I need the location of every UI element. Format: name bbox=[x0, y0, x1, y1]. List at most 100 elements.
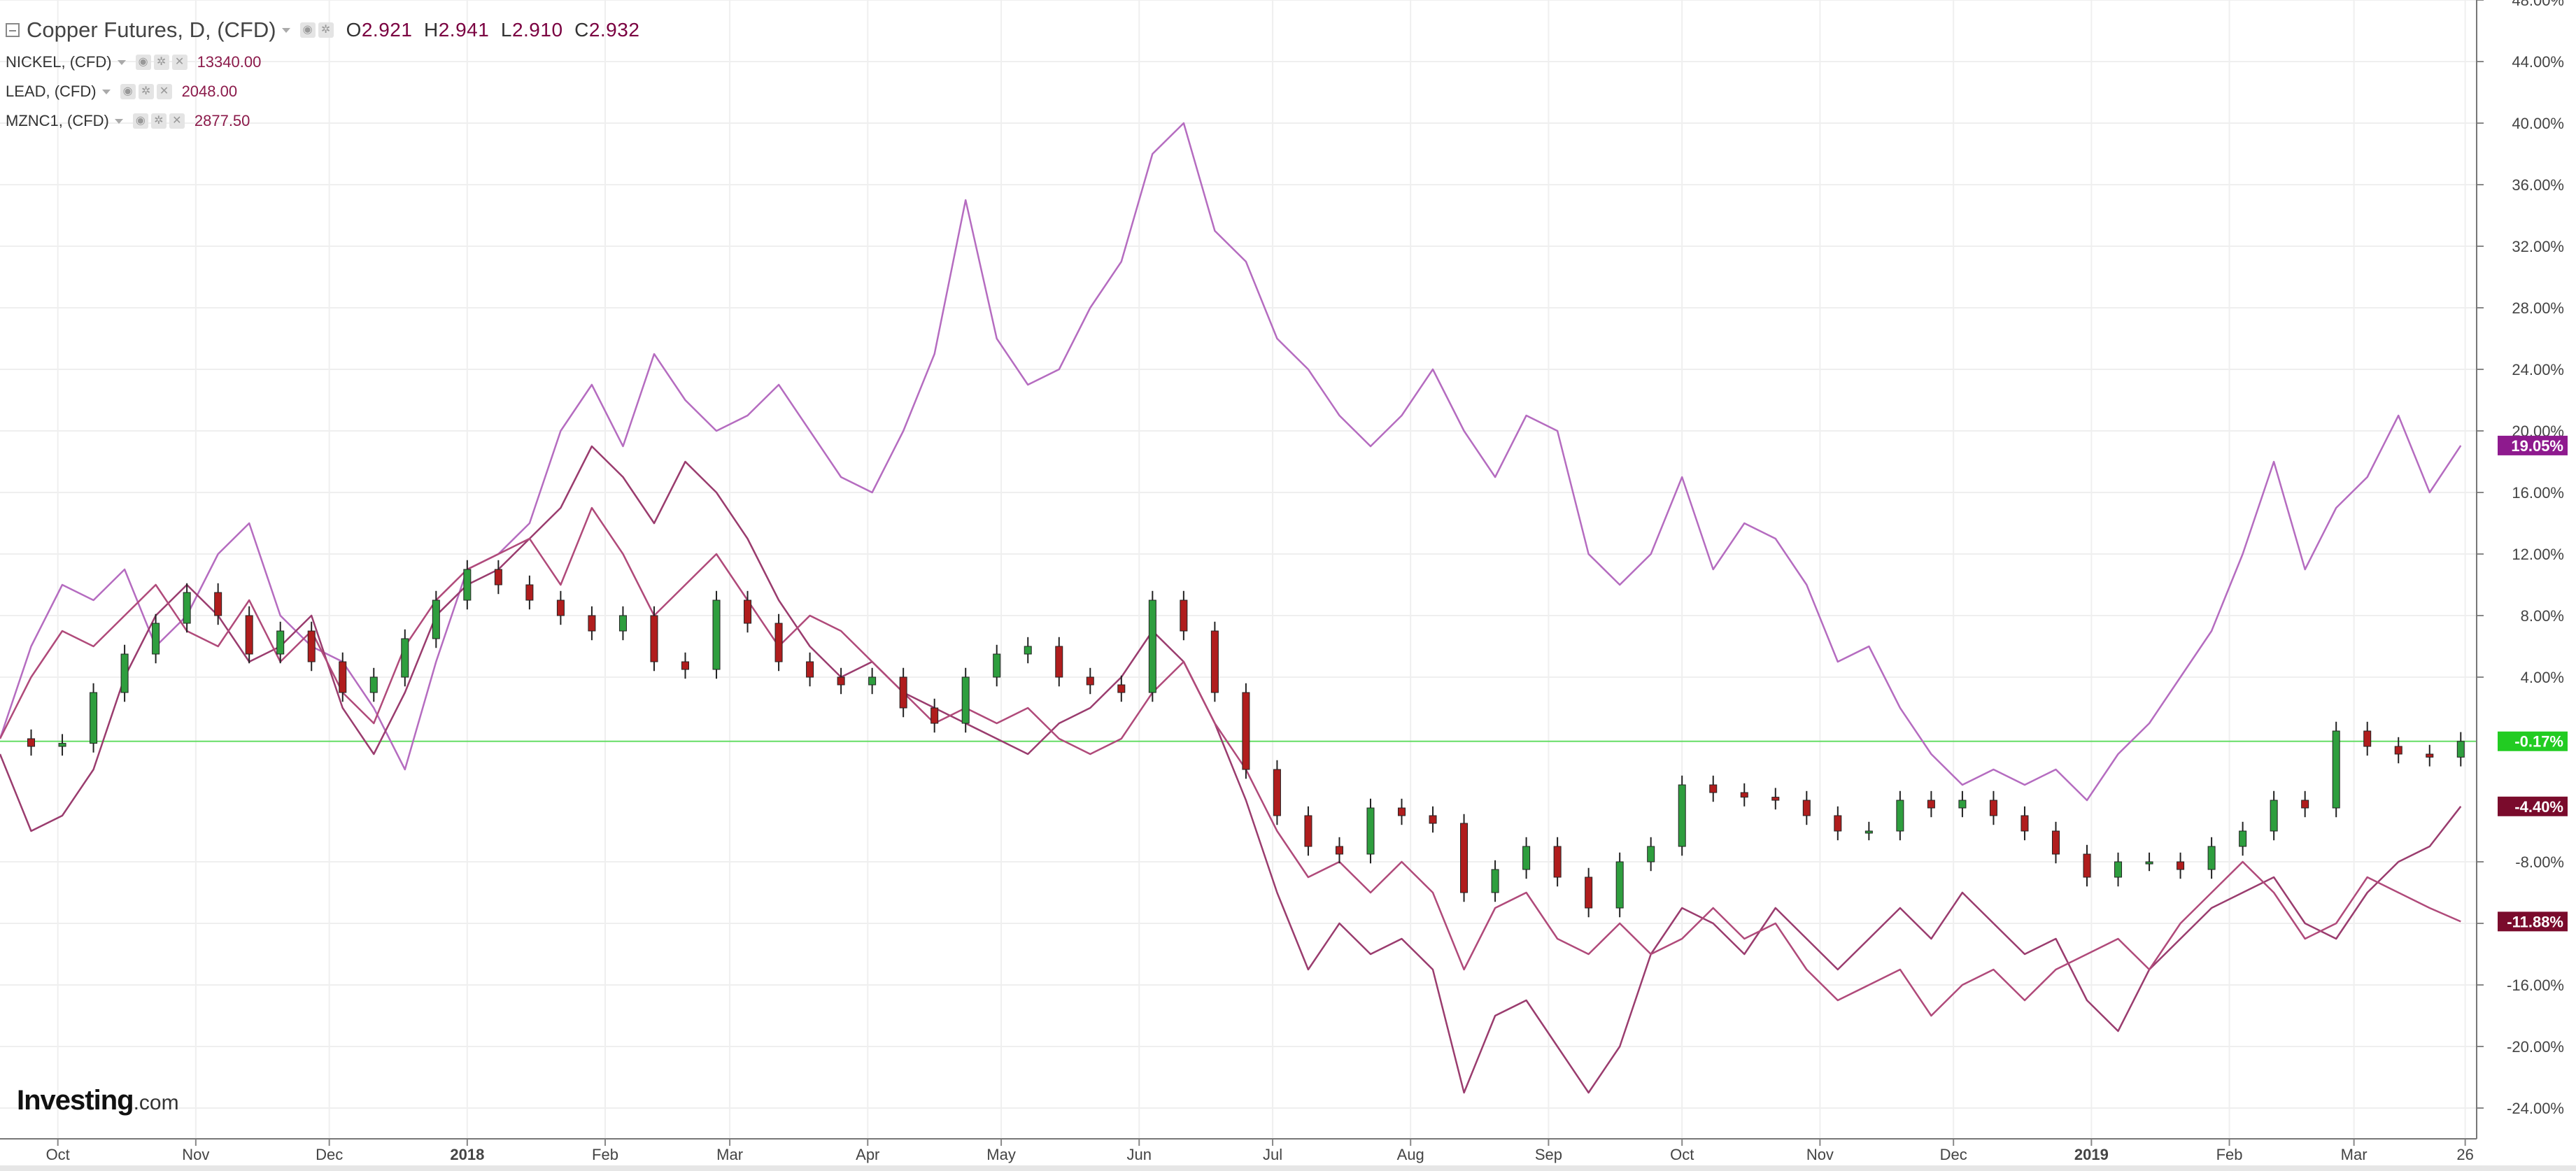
candle-body bbox=[2363, 730, 2372, 747]
y-tick-label: -20.00% bbox=[2507, 1038, 2564, 1056]
candle-body bbox=[1864, 830, 1873, 834]
ohlc-values: O2.921 H2.941 L2.910 C2.932 bbox=[346, 19, 640, 41]
candle-body bbox=[2051, 830, 2060, 855]
gear-icon[interactable]: ✲ bbox=[153, 55, 169, 70]
x-tick-label: Oct bbox=[46, 1146, 70, 1163]
y-tick-label: 12.00% bbox=[2512, 546, 2564, 563]
high-value: 2.941 bbox=[438, 19, 490, 41]
candle-body bbox=[2301, 800, 2309, 809]
overlay-legend-lead[interactable]: LEAD, (CFD) ◉ ✲ ✕ 2048.00 bbox=[6, 77, 639, 106]
candle-body bbox=[27, 738, 36, 747]
series-line-3 bbox=[0, 506, 2461, 1017]
gear-icon[interactable]: ✲ bbox=[318, 22, 334, 38]
candle-body bbox=[58, 743, 66, 747]
candle-body bbox=[152, 623, 160, 655]
gear-icon[interactable]: ✲ bbox=[138, 84, 154, 99]
candle-body bbox=[2083, 853, 2091, 878]
eye-icon[interactable]: ◉ bbox=[135, 55, 151, 70]
dropdown-caret-icon[interactable] bbox=[114, 118, 123, 124]
candle-body bbox=[1024, 646, 1032, 655]
value-badge-label: -0.17% bbox=[2514, 733, 2563, 751]
y-tick-label: 44.00% bbox=[2512, 53, 2564, 71]
candle-body bbox=[2332, 730, 2340, 809]
close-icon[interactable]: ✕ bbox=[169, 113, 185, 129]
candle-body bbox=[1553, 846, 1562, 878]
value-badge bbox=[2498, 796, 2568, 816]
candle-body bbox=[961, 676, 970, 724]
collapse-icon[interactable] bbox=[6, 23, 20, 37]
low-value: 2.910 bbox=[511, 19, 563, 41]
price-badges: 19.05% -0.17% -4.40% -11.88% bbox=[2498, 435, 2568, 932]
candle-body bbox=[2145, 861, 2153, 865]
y-tick-label: -24.00% bbox=[2507, 1100, 2564, 1117]
candle-body bbox=[1958, 800, 1967, 809]
candle-body bbox=[1740, 792, 1748, 798]
close-icon[interactable]: ✕ bbox=[171, 55, 187, 70]
y-tick-label: 32.00% bbox=[2512, 238, 2564, 255]
candle-body bbox=[1335, 846, 1343, 855]
candle-body bbox=[1927, 800, 1935, 809]
candle-body bbox=[339, 661, 347, 693]
candle-body bbox=[1615, 861, 1624, 909]
candle-body bbox=[2239, 830, 2247, 847]
y-tick-label: 4.00% bbox=[2521, 669, 2564, 686]
close-icon[interactable]: ✕ bbox=[156, 84, 172, 99]
eye-icon[interactable]: ◉ bbox=[299, 22, 316, 38]
dropdown-caret-icon[interactable] bbox=[101, 89, 111, 94]
candle-body bbox=[1366, 807, 1375, 855]
x-tick-label: 2018 bbox=[450, 1146, 484, 1163]
overlay-name: MZNC1, (CFD) bbox=[6, 112, 109, 129]
candle-body bbox=[744, 599, 752, 624]
x-tick-label: Mar bbox=[716, 1146, 743, 1163]
grid bbox=[0, 0, 2477, 1139]
gear-icon[interactable]: ✲ bbox=[150, 113, 167, 129]
copper-candles bbox=[27, 560, 2465, 918]
candle-body bbox=[556, 599, 565, 616]
candle-body bbox=[2394, 746, 2402, 755]
x-tick-label: Nov bbox=[1806, 1146, 1834, 1163]
candle-body bbox=[245, 615, 253, 655]
candle-body bbox=[183, 592, 191, 624]
candle-body bbox=[2270, 800, 2278, 832]
candle-body bbox=[1802, 800, 1811, 816]
overlay-name: NICKEL, (CFD) bbox=[6, 53, 112, 71]
eye-icon[interactable]: ◉ bbox=[120, 84, 136, 99]
candle-body bbox=[1460, 823, 1469, 893]
main-series-legend[interactable]: Copper Futures, D, (CFD) ◉ ✲ O2.921 H2.9… bbox=[6, 13, 639, 48]
x-tick-label: Feb bbox=[2216, 1146, 2243, 1163]
candle-body bbox=[1273, 769, 1281, 816]
candle-body bbox=[1771, 797, 1780, 801]
x-tick-label: Oct bbox=[1670, 1146, 1694, 1163]
x-tick-label: Jun bbox=[1127, 1146, 1152, 1163]
dropdown-caret-icon[interactable] bbox=[281, 27, 290, 33]
candle-body bbox=[681, 661, 689, 670]
eye-icon[interactable]: ◉ bbox=[132, 113, 148, 129]
candle-body bbox=[2456, 741, 2465, 758]
value-badge bbox=[2498, 911, 2568, 932]
dropdown-caret-icon[interactable] bbox=[117, 59, 126, 65]
candle-body bbox=[1242, 692, 1250, 770]
candle-body bbox=[1585, 877, 1593, 909]
candle-body bbox=[930, 707, 939, 724]
candle-body bbox=[1429, 815, 1437, 824]
y-tick-label: 40.00% bbox=[2512, 115, 2564, 132]
candle-body bbox=[1709, 784, 1718, 793]
investing-logo: Investing.com bbox=[17, 1085, 179, 1116]
y-tick-label: 8.00% bbox=[2521, 607, 2564, 625]
series-line-1 bbox=[0, 122, 2462, 802]
candle-body bbox=[307, 630, 316, 662]
overlay-legend-zinc[interactable]: MZNC1, (CFD) ◉ ✲ ✕ 2877.50 bbox=[6, 106, 639, 136]
x-tick-label: Aug bbox=[1397, 1146, 1424, 1163]
candle-body bbox=[2207, 846, 2216, 870]
overlay-legend-nickel[interactable]: NICKEL, (CFD) ◉ ✲ ✕ 13340.00 bbox=[6, 48, 639, 77]
candle-body bbox=[463, 569, 472, 601]
candle-body bbox=[650, 615, 658, 662]
candle-body bbox=[1491, 869, 1499, 893]
x-tick-label: Feb bbox=[592, 1146, 618, 1163]
series-line-2 bbox=[0, 445, 2462, 1094]
candle-body bbox=[214, 592, 222, 616]
value-badge-label: -11.88% bbox=[2507, 913, 2563, 930]
candle-body bbox=[806, 661, 814, 678]
